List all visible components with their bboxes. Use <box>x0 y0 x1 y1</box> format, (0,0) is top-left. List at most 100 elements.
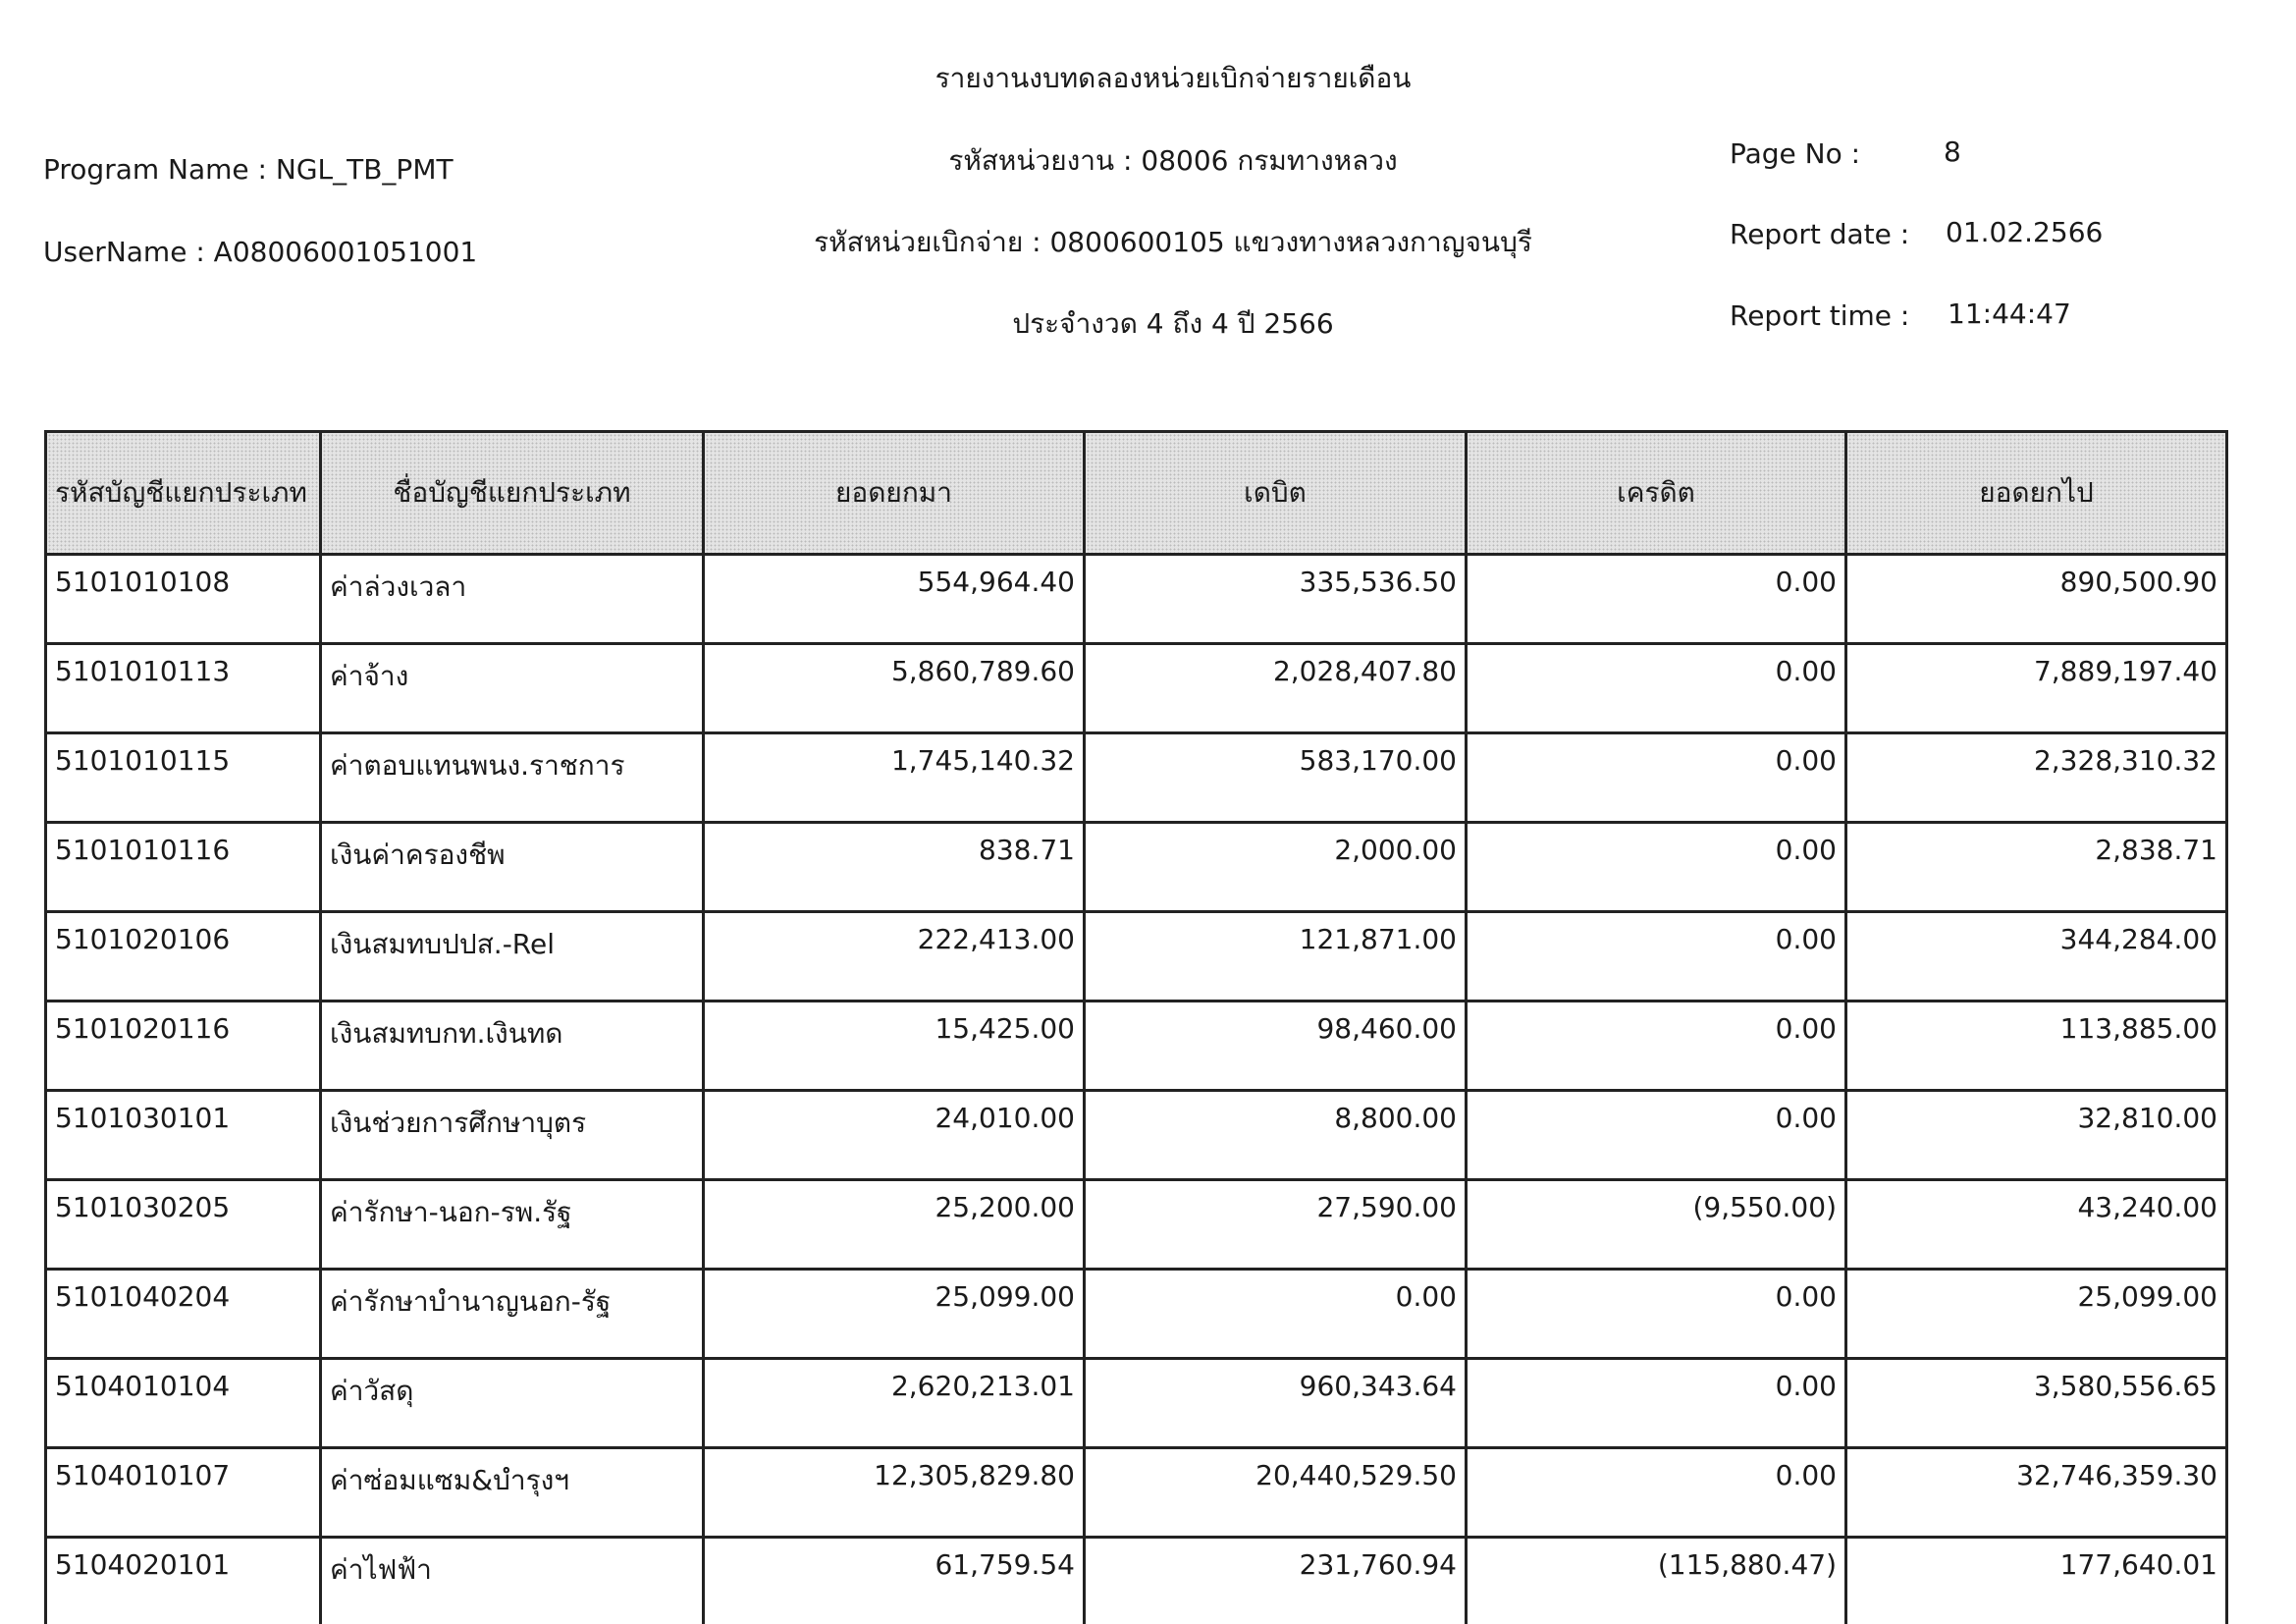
cell-opening-balance: 12,305,829.80 <box>702 1446 1086 1539</box>
cell-opening-balance: 2,620,213.01 <box>702 1357 1086 1449</box>
cell-debit: 335,536.50 <box>1083 553 1468 645</box>
cell-account-code: 5104010107 <box>44 1446 322 1539</box>
cell-closing-balance: 344,284.00 <box>1844 910 2228 1002</box>
column-header-account-code: รหัสบัญชีแยกประเภท <box>44 430 322 556</box>
cell-account-name: เงินสมทบปปส.-Rel <box>319 910 705 1002</box>
cell-opening-balance: 25,200.00 <box>702 1178 1086 1271</box>
trial-balance-table: รหัสบัญชีแยกประเภท ชื่อบัญชีแยกประเภท ยอดย… <box>44 430 2228 1624</box>
cell-account-name: ค่าซ่อมแซม&บำรุงฯ <box>319 1446 705 1539</box>
cell-closing-balance: 32,746,359.30 <box>1844 1446 2228 1539</box>
cell-closing-balance: 43,240.00 <box>1844 1178 2228 1271</box>
cell-debit: 98,460.00 <box>1083 1000 1468 1092</box>
cell-credit: 0.00 <box>1465 1000 1847 1092</box>
cell-opening-balance: 222,413.00 <box>702 910 1086 1002</box>
cell-debit: 27,590.00 <box>1083 1178 1468 1271</box>
cell-credit: 0.00 <box>1465 910 1847 1002</box>
cell-closing-balance: 32,810.00 <box>1844 1089 2228 1181</box>
cell-account-code: 5101010116 <box>44 821 322 913</box>
cell-debit: 583,170.00 <box>1083 731 1468 824</box>
cell-debit: 20,440,529.50 <box>1083 1446 1468 1539</box>
cell-closing-balance: 2,838.71 <box>1844 821 2228 913</box>
cell-debit: 0.00 <box>1083 1268 1468 1360</box>
cell-opening-balance: 24,010.00 <box>702 1089 1086 1181</box>
cell-account-name: ค่าล่วงเวลา <box>319 553 705 645</box>
table-row: 5104010104 ค่าวัสดุ 2,620,213.01 960,343.64… <box>44 1357 2228 1449</box>
page-no-label: Page No : <box>1730 137 1861 170</box>
cell-credit: (9,550.00) <box>1465 1178 1847 1271</box>
cell-closing-balance: 890,500.90 <box>1844 553 2228 645</box>
cell-account-code: 5104020101 <box>44 1536 322 1624</box>
cell-closing-balance: 2,328,310.32 <box>1844 731 2228 824</box>
cell-credit: 0.00 <box>1465 821 1847 913</box>
cell-closing-balance: 113,885.00 <box>1844 1000 2228 1092</box>
cell-debit: 2,028,407.80 <box>1083 642 1468 734</box>
table-row: 5101030205 ค่ารักษา-นอก-รพ.รัฐ 25,200.00 27… <box>44 1178 2228 1271</box>
agency-code: รหัสหน่วยงาน : 08006 กรมทางหลวง <box>948 144 1398 177</box>
table-row: 5101010116 เงินค่าครองชีพ 838.71 2,000.00 0.… <box>44 821 2228 913</box>
column-header-credit: เครดิต <box>1465 430 1847 556</box>
cell-credit: 0.00 <box>1465 1268 1847 1360</box>
table-row: 5104010107 ค่าซ่อมแซม&บำรุงฯ 12,305,829.80… <box>44 1446 2228 1539</box>
cell-account-code: 5101010108 <box>44 553 322 645</box>
cell-account-name: ค่าวัสดุ <box>319 1357 705 1449</box>
report-date-label: Report date : <box>1730 218 1910 250</box>
cell-credit: 0.00 <box>1465 1357 1847 1449</box>
cell-credit: 0.00 <box>1465 731 1847 824</box>
username: UserName : A08006001051001 <box>43 236 478 268</box>
cell-opening-balance: 554,964.40 <box>702 553 1086 645</box>
cell-account-code: 5101010115 <box>44 731 322 824</box>
table-header-row: รหัสบัญชีแยกประเภท ชื่อบัญชีแยกประเภท ยอดย… <box>44 430 2228 556</box>
table-row: 5104020101 ค่าไฟฟ้า 61,759.54 231,760.94 (11… <box>44 1536 2228 1624</box>
cell-account-code: 5101020106 <box>44 910 322 1002</box>
report-title: รายงานงบทดลองหน่วยเบิกจ่ายรายเดือน <box>934 62 1412 94</box>
cell-account-code: 5104010104 <box>44 1357 322 1449</box>
cell-debit: 2,000.00 <box>1083 821 1468 913</box>
cell-account-name: เงินสมทบกท.เงินทด <box>319 1000 705 1092</box>
page-no: 8 <box>1944 135 1961 168</box>
cell-account-code: 5101040204 <box>44 1268 322 1360</box>
cell-credit: 0.00 <box>1465 1089 1847 1181</box>
cell-account-name: ค่ารักษาบำนาญนอก-รัฐ <box>319 1268 705 1360</box>
table-row: 5101020116 เงินสมทบกท.เงินทด 15,425.00 98,4… <box>44 1000 2228 1092</box>
period: ประจำงวด 4 ถึง 4 ปี 2566 <box>1012 307 1334 340</box>
cell-debit: 121,871.00 <box>1083 910 1468 1002</box>
column-header-closing-balance: ยอดยกไป <box>1844 430 2228 556</box>
report-date: 01.02.2566 <box>1946 216 2104 248</box>
cell-closing-balance: 3,580,556.65 <box>1844 1357 2228 1449</box>
cell-closing-balance: 7,889,197.40 <box>1844 642 2228 734</box>
column-header-account-name: ชื่อบัญชีแยกประเภท <box>319 430 705 556</box>
cell-closing-balance: 25,099.00 <box>1844 1268 2228 1360</box>
cell-debit: 231,760.94 <box>1083 1536 1468 1624</box>
column-header-opening-balance: ยอดยกมา <box>702 430 1086 556</box>
table-row: 5101030101 เงินช่วยการศึกษาบุตร 24,010.00 8… <box>44 1089 2228 1181</box>
cell-account-code: 5101020116 <box>44 1000 322 1092</box>
report-time: 11:44:47 <box>1948 298 2071 330</box>
cell-opening-balance: 838.71 <box>702 821 1086 913</box>
cell-opening-balance: 25,099.00 <box>702 1268 1086 1360</box>
cell-opening-balance: 1,745,140.32 <box>702 731 1086 824</box>
cell-closing-balance: 177,640.01 <box>1844 1536 2228 1624</box>
cell-account-name: ค่าจ้าง <box>319 642 705 734</box>
cell-credit: 0.00 <box>1465 1446 1847 1539</box>
cell-account-code: 5101010113 <box>44 642 322 734</box>
cell-account-name: เงินค่าครองชีพ <box>319 821 705 913</box>
cell-opening-balance: 15,425.00 <box>702 1000 1086 1092</box>
report-time-label: Report time : <box>1730 299 1910 332</box>
column-header-debit: เดบิต <box>1083 430 1468 556</box>
cell-debit: 8,800.00 <box>1083 1089 1468 1181</box>
cell-account-code: 5101030205 <box>44 1178 322 1271</box>
cell-credit: 0.00 <box>1465 642 1847 734</box>
table-row: 5101010115 ค่าตอบแทนพนง.ราชการ 1,745,140.3… <box>44 731 2228 824</box>
table-row: 5101010113 ค่าจ้าง 5,860,789.60 2,028,407.8… <box>44 642 2228 734</box>
disbursing-unit: รหัสหน่วยเบิกจ่าย : 0800600105 แขวงทางหล… <box>814 226 1532 258</box>
cell-account-name: ค่าไฟฟ้า <box>319 1536 705 1624</box>
cell-account-name: ค่ารักษา-นอก-รพ.รัฐ <box>319 1178 705 1271</box>
program-name: Program Name : NGL_TB_PMT <box>43 153 454 186</box>
table-row: 5101040204 ค่ารักษาบำนาญนอก-รัฐ 25,099.00 0… <box>44 1268 2228 1360</box>
table-row: 5101010108 ค่าล่วงเวลา 554,964.40 335,536.5… <box>44 553 2228 645</box>
cell-account-name: เงินช่วยการศึกษาบุตร <box>319 1089 705 1181</box>
cell-opening-balance: 5,860,789.60 <box>702 642 1086 734</box>
cell-opening-balance: 61,759.54 <box>702 1536 1086 1624</box>
cell-debit: 960,343.64 <box>1083 1357 1468 1449</box>
